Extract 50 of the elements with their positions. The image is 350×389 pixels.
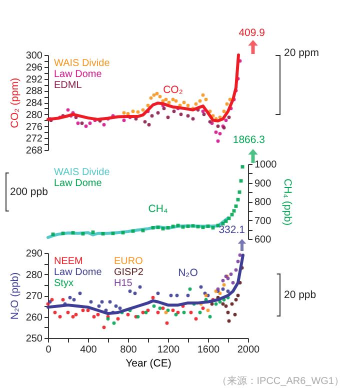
y-axis-title: N₂O (ppb) xyxy=(8,272,21,320)
y-tick-label: 290 xyxy=(26,248,43,260)
y-tick-label: 272 xyxy=(26,134,43,145)
y-tick-label: 288 xyxy=(26,86,43,98)
series-label: Law Dome xyxy=(54,267,102,278)
text: EURO xyxy=(114,256,144,267)
annotation: 332.1 xyxy=(218,224,246,236)
text: Styx xyxy=(54,278,74,289)
text: EDML xyxy=(54,80,82,91)
text: GISP2 xyxy=(114,267,144,278)
y2-tick-label: 600 xyxy=(254,234,272,246)
text: 409.9 xyxy=(238,27,266,39)
annotation: 1866.3 xyxy=(232,134,266,146)
x-tick-label: 400 xyxy=(80,344,98,356)
text: Law Dome xyxy=(54,178,102,189)
y-tick-label: 300 xyxy=(26,50,43,62)
x-tick-label: 1200 xyxy=(157,344,180,356)
y-axis-title: CO₂ (ppm) xyxy=(8,78,21,128)
y-tick-label: 268 xyxy=(26,146,43,156)
x-tick-label: 2000 xyxy=(237,344,260,356)
y-tick-label: 292 xyxy=(26,74,43,86)
y-tick-label: 280 xyxy=(26,110,43,121)
y-tick-label: 284 xyxy=(26,98,43,109)
y-tick-label: 296 xyxy=(26,62,43,74)
y2-tick-label: 1000 xyxy=(254,160,278,170)
annotation: N₂O xyxy=(178,267,198,279)
y2-tick-label: 900 xyxy=(254,178,272,190)
x-tick-label: 1600 xyxy=(197,344,220,356)
text: WAIS Divide xyxy=(54,167,110,178)
y-tick-label: 260 xyxy=(26,312,43,324)
text: H15 xyxy=(114,278,133,289)
y2-tick-label: 800 xyxy=(254,197,272,208)
annotation: CO₂ xyxy=(163,84,183,96)
text: 200 ppb xyxy=(10,186,48,198)
text: 20 ppm xyxy=(284,47,320,59)
annotation: CH₄ xyxy=(148,203,168,215)
y-tick-label: 276 xyxy=(26,122,43,133)
y2-axis-title: CH₄ (ppb) xyxy=(282,178,294,226)
y-tick-label: 280 xyxy=(26,270,43,281)
text: NEEM xyxy=(54,256,83,267)
text: Law Dome xyxy=(54,69,102,80)
text: 20 ppb xyxy=(284,289,316,301)
x-tick-label: 800 xyxy=(120,344,138,356)
text: WAIS Divide xyxy=(54,58,110,69)
x-tick-label: 0 xyxy=(46,344,52,356)
y-tick-label: 270 xyxy=(26,291,43,302)
text: （来源：IPCC_AR6_WG1） xyxy=(216,375,344,387)
y-tick-label: 250 xyxy=(26,334,43,344)
y2-tick-label: 700 xyxy=(254,216,272,227)
x-axis-title: Year (CE) xyxy=(126,358,172,370)
